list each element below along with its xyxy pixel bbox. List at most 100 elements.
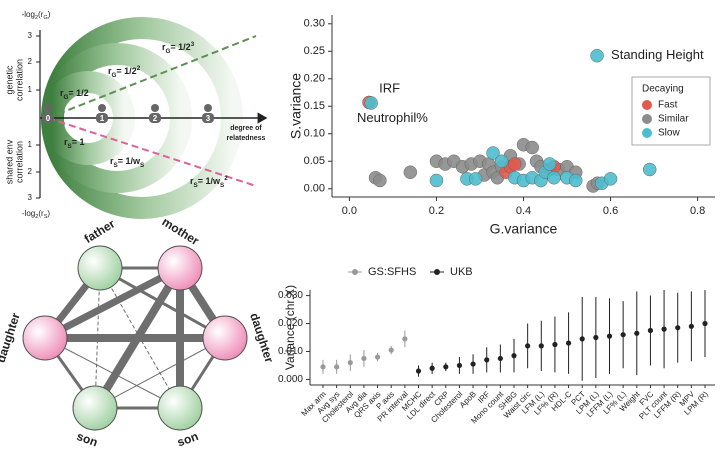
point — [497, 355, 503, 362]
point — [593, 334, 599, 341]
point — [403, 165, 418, 180]
network-edges — [41, 264, 229, 412]
point — [620, 332, 626, 338]
rs-label-part: = 1/w — [198, 176, 221, 186]
point — [542, 157, 557, 171]
point — [456, 362, 463, 369]
tick-label: 2 — [28, 57, 33, 66]
node-label: mother — [159, 215, 201, 249]
axis-title-part: S — [44, 214, 48, 220]
y-tick-label: 0.010 — [278, 346, 303, 357]
node-label: son — [75, 429, 100, 449]
person-body — [149, 113, 161, 123]
tick-label: 1 — [28, 140, 33, 149]
y-tick-label: 0.20 — [304, 73, 325, 85]
y-tick-label: 0.000 — [278, 374, 303, 385]
edge — [44, 337, 181, 409]
rg-label: rG= 1/23 — [162, 41, 195, 55]
rs-label: rS= 1/wS2 — [190, 175, 228, 189]
env-line — [47, 117, 257, 187]
axis-label: genetic — [4, 65, 14, 95]
point — [468, 172, 483, 186]
person-body — [96, 113, 108, 123]
point — [675, 325, 681, 331]
axis-title-part: -log — [22, 209, 35, 218]
point — [568, 173, 583, 188]
edge — [94, 337, 226, 409]
rg-label-part: G — [166, 48, 171, 55]
rs-label-part: S — [68, 143, 72, 150]
legend-swatch — [642, 100, 652, 110]
legend-label: Slow — [658, 128, 680, 139]
node-label: daughter — [247, 311, 276, 364]
axis-title-part: 2 — [35, 214, 38, 220]
rs-label-part: S — [220, 182, 224, 189]
point — [402, 336, 408, 342]
rs-label-part: S — [194, 182, 198, 189]
network-node — [157, 385, 203, 431]
axis-title-part: -log — [22, 10, 35, 19]
annotation: IRF — [379, 80, 400, 95]
point — [606, 333, 613, 339]
point — [347, 360, 353, 366]
rs-label-part: S — [114, 162, 118, 169]
network-node — [77, 245, 123, 291]
rg-label-part: r — [162, 42, 166, 52]
point — [603, 172, 618, 186]
y-tick-label: 0.30 — [304, 18, 325, 30]
axis-label: correlation — [14, 141, 24, 183]
rg-label-part: = 1/2 — [68, 88, 88, 98]
rs-label-part: 2 — [224, 175, 228, 182]
rs-label: rS= 1 — [64, 137, 84, 150]
person-head — [204, 104, 212, 112]
node-label: daughter — [0, 311, 23, 364]
axis-label: correlation — [14, 59, 24, 101]
y-tick-label: 0.020 — [278, 318, 303, 329]
axis-title-part: ) — [47, 209, 50, 218]
annotation: Neutrophil% — [357, 110, 428, 125]
legend-swatch — [434, 269, 440, 275]
y-tick-label: 0.030 — [278, 290, 303, 301]
point — [590, 48, 604, 63]
point — [634, 330, 640, 336]
x-tick-label: 0.0 — [342, 205, 357, 217]
point — [552, 341, 558, 348]
person-head — [44, 104, 52, 112]
x-tick-label: 0.8 — [690, 205, 705, 217]
tick-label: 3 — [28, 193, 33, 202]
axis-title: -log2(rS) — [22, 209, 51, 220]
y-tick-label: 0.25 — [304, 45, 325, 57]
legend-label: Fast — [658, 100, 678, 111]
rg-label-part: 3 — [191, 41, 195, 48]
axis-title-part: ) — [48, 10, 51, 19]
rg-label-part: G — [64, 94, 69, 101]
point — [661, 326, 667, 332]
person-head — [98, 104, 106, 112]
rs-label-part: r — [190, 176, 194, 186]
x-axis-label: G.variance — [490, 221, 558, 237]
point — [429, 365, 435, 371]
point — [525, 140, 539, 155]
point — [702, 320, 708, 327]
point — [415, 368, 422, 374]
point — [547, 171, 561, 185]
point — [511, 353, 517, 359]
point — [486, 146, 500, 160]
node-label: father — [82, 216, 118, 246]
y-axis-label: S.variance — [288, 73, 304, 139]
axis-title-part: G — [43, 15, 47, 21]
node-label: 0 — [46, 114, 51, 123]
person-body — [42, 113, 54, 123]
legend-title: Decaying — [642, 84, 684, 95]
tick-label: 2 — [28, 167, 33, 176]
legend-swatch — [642, 114, 652, 124]
network-node — [22, 315, 68, 361]
rs-label-part: = 1 — [72, 137, 85, 147]
rg-label-part: = 1/2 — [116, 66, 136, 76]
network-node — [72, 385, 118, 431]
point — [688, 323, 694, 329]
legend-label: GS:SFHS — [368, 266, 416, 278]
edge — [94, 267, 101, 409]
node-label: 3 — [206, 114, 211, 123]
y-tick-label: 0.15 — [304, 100, 325, 112]
